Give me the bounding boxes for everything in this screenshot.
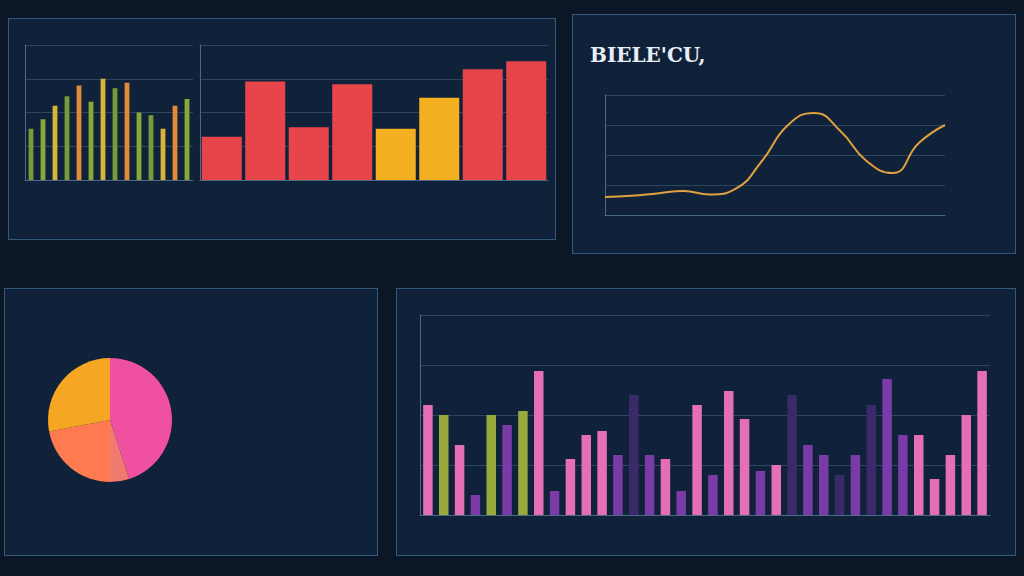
svg-text:BIELE'CU,: BIELE'CU,: [590, 43, 705, 67]
